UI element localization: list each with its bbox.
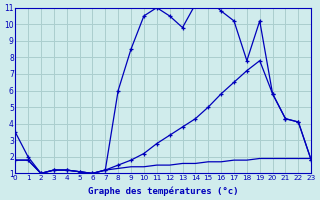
X-axis label: Graphe des températures (°c): Graphe des températures (°c) [88, 186, 238, 196]
